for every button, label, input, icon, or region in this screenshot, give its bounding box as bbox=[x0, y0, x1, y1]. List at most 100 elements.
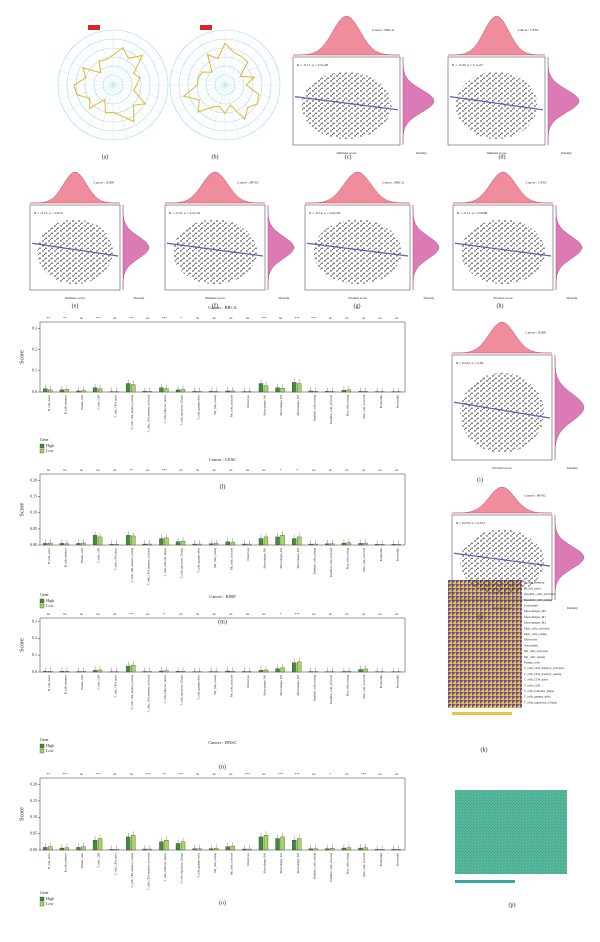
x-tick-label: Macrophages_M2 bbox=[297, 547, 300, 568]
significance: ns bbox=[146, 612, 150, 616]
y-tick-label: 0.1 bbox=[32, 652, 37, 657]
box bbox=[214, 391, 219, 393]
radar-outline bbox=[73, 46, 147, 123]
significance: ns bbox=[80, 612, 84, 616]
box bbox=[197, 391, 202, 393]
legend-swatch bbox=[39, 448, 45, 454]
significance: *** bbox=[129, 316, 135, 320]
box bbox=[209, 543, 214, 546]
scatter-frame bbox=[451, 514, 553, 601]
x-tick-label: T_cells_CD8 bbox=[98, 852, 101, 868]
density-right bbox=[554, 355, 585, 460]
box bbox=[131, 665, 136, 673]
row-label: NK_cells_resting bbox=[524, 655, 545, 659]
y-axis-label: Score bbox=[19, 807, 25, 821]
significance: *** bbox=[261, 316, 267, 320]
box bbox=[209, 671, 214, 673]
x-tick-label: Plasma_cells bbox=[81, 675, 84, 690]
x-tick-label: Mast_cells_resting bbox=[347, 394, 350, 416]
x-tick-label: T_cells_CD4_memory_resting bbox=[131, 674, 134, 709]
box bbox=[374, 544, 380, 546]
radar-spoke bbox=[112, 84, 128, 139]
box bbox=[330, 848, 335, 851]
scatter-points bbox=[461, 219, 545, 285]
significance: *** bbox=[162, 468, 168, 472]
significance: ns bbox=[312, 612, 316, 616]
significance: ns bbox=[47, 468, 51, 472]
x-tick-label: Eosinophils bbox=[380, 548, 383, 561]
significance: ns bbox=[47, 612, 51, 616]
density-top bbox=[452, 486, 552, 514]
box bbox=[358, 847, 363, 851]
x-tick-label: T_cells_CD8 bbox=[98, 394, 101, 410]
significance: ns bbox=[379, 612, 383, 616]
y-tick-label: 0.0 bbox=[32, 389, 37, 394]
panel-label: (j) bbox=[477, 613, 483, 620]
x-tick-label: T_cells_CD4_memory_resting bbox=[131, 394, 134, 429]
x-tick-label: T_cells_CD4_memory_activated bbox=[147, 852, 150, 890]
box bbox=[214, 848, 219, 851]
box bbox=[247, 848, 252, 851]
x-tick-label: T_cells_CD4_naive bbox=[114, 547, 117, 570]
significance: ns bbox=[345, 772, 349, 776]
density-top bbox=[305, 171, 410, 204]
significance: ns bbox=[213, 316, 217, 320]
box bbox=[313, 848, 318, 851]
box bbox=[81, 542, 86, 546]
scatter-points bbox=[301, 71, 392, 139]
heatmap-cells bbox=[448, 580, 522, 708]
panel-label: (i) bbox=[477, 476, 483, 483]
significance: ns bbox=[262, 612, 266, 616]
y-tick-label: 0.2 bbox=[32, 635, 37, 640]
box bbox=[76, 847, 81, 851]
radar-spoke bbox=[73, 45, 114, 86]
row-label: Dendritic_cells_resting bbox=[524, 598, 552, 602]
row-label: Macrophages_M1 bbox=[524, 615, 546, 619]
x-tick-label: T_cells_CD4_memory_activated bbox=[147, 674, 150, 712]
box bbox=[126, 383, 131, 393]
box bbox=[308, 848, 313, 851]
significance: ns bbox=[179, 612, 183, 616]
significance: ns bbox=[345, 612, 349, 616]
significance: *** bbox=[311, 316, 317, 320]
box bbox=[280, 836, 285, 851]
radar-spoke bbox=[112, 57, 161, 86]
box bbox=[313, 391, 318, 393]
y-tick-label: 0.15 bbox=[30, 494, 37, 499]
density-right bbox=[267, 205, 295, 290]
density-top bbox=[165, 171, 265, 204]
radar-spoke bbox=[65, 84, 114, 113]
box bbox=[209, 848, 214, 851]
panel-label: (f) bbox=[212, 302, 218, 309]
y-tick-label: 0.10 bbox=[30, 814, 37, 819]
radar-spoke bbox=[112, 84, 141, 133]
x-tick-label: Plasma_cells bbox=[81, 395, 84, 410]
box bbox=[43, 671, 48, 673]
significance: *** bbox=[295, 772, 301, 776]
y-axis-label: Score bbox=[19, 502, 25, 516]
stat-text: R = -0.31, p < 2.2e-16 bbox=[169, 211, 200, 216]
x-tick-label: T_cells_CD8 bbox=[98, 674, 101, 690]
box bbox=[97, 388, 103, 393]
significance: ns bbox=[179, 468, 183, 472]
box bbox=[396, 849, 401, 851]
significance: ns bbox=[63, 468, 67, 472]
box bbox=[48, 389, 53, 393]
significance: *** bbox=[295, 316, 301, 320]
x-label: Stromal score bbox=[493, 296, 513, 300]
radar-spoke bbox=[73, 84, 114, 125]
panel-label: (o) bbox=[219, 899, 226, 906]
significance: * bbox=[164, 612, 166, 616]
box bbox=[263, 835, 269, 851]
density-top bbox=[453, 171, 553, 204]
box bbox=[341, 847, 347, 851]
x-label: Immune score bbox=[487, 151, 507, 155]
x-tick-label: NK_cells_activated bbox=[230, 852, 233, 875]
radar-spoke bbox=[112, 31, 128, 86]
significance: ** bbox=[47, 316, 51, 320]
legend-swatch bbox=[39, 598, 45, 604]
x-tick-label: T_cells_CD4_memory_resting bbox=[131, 547, 134, 582]
box bbox=[43, 388, 48, 393]
box bbox=[263, 536, 269, 546]
radar-spoke bbox=[185, 84, 226, 125]
